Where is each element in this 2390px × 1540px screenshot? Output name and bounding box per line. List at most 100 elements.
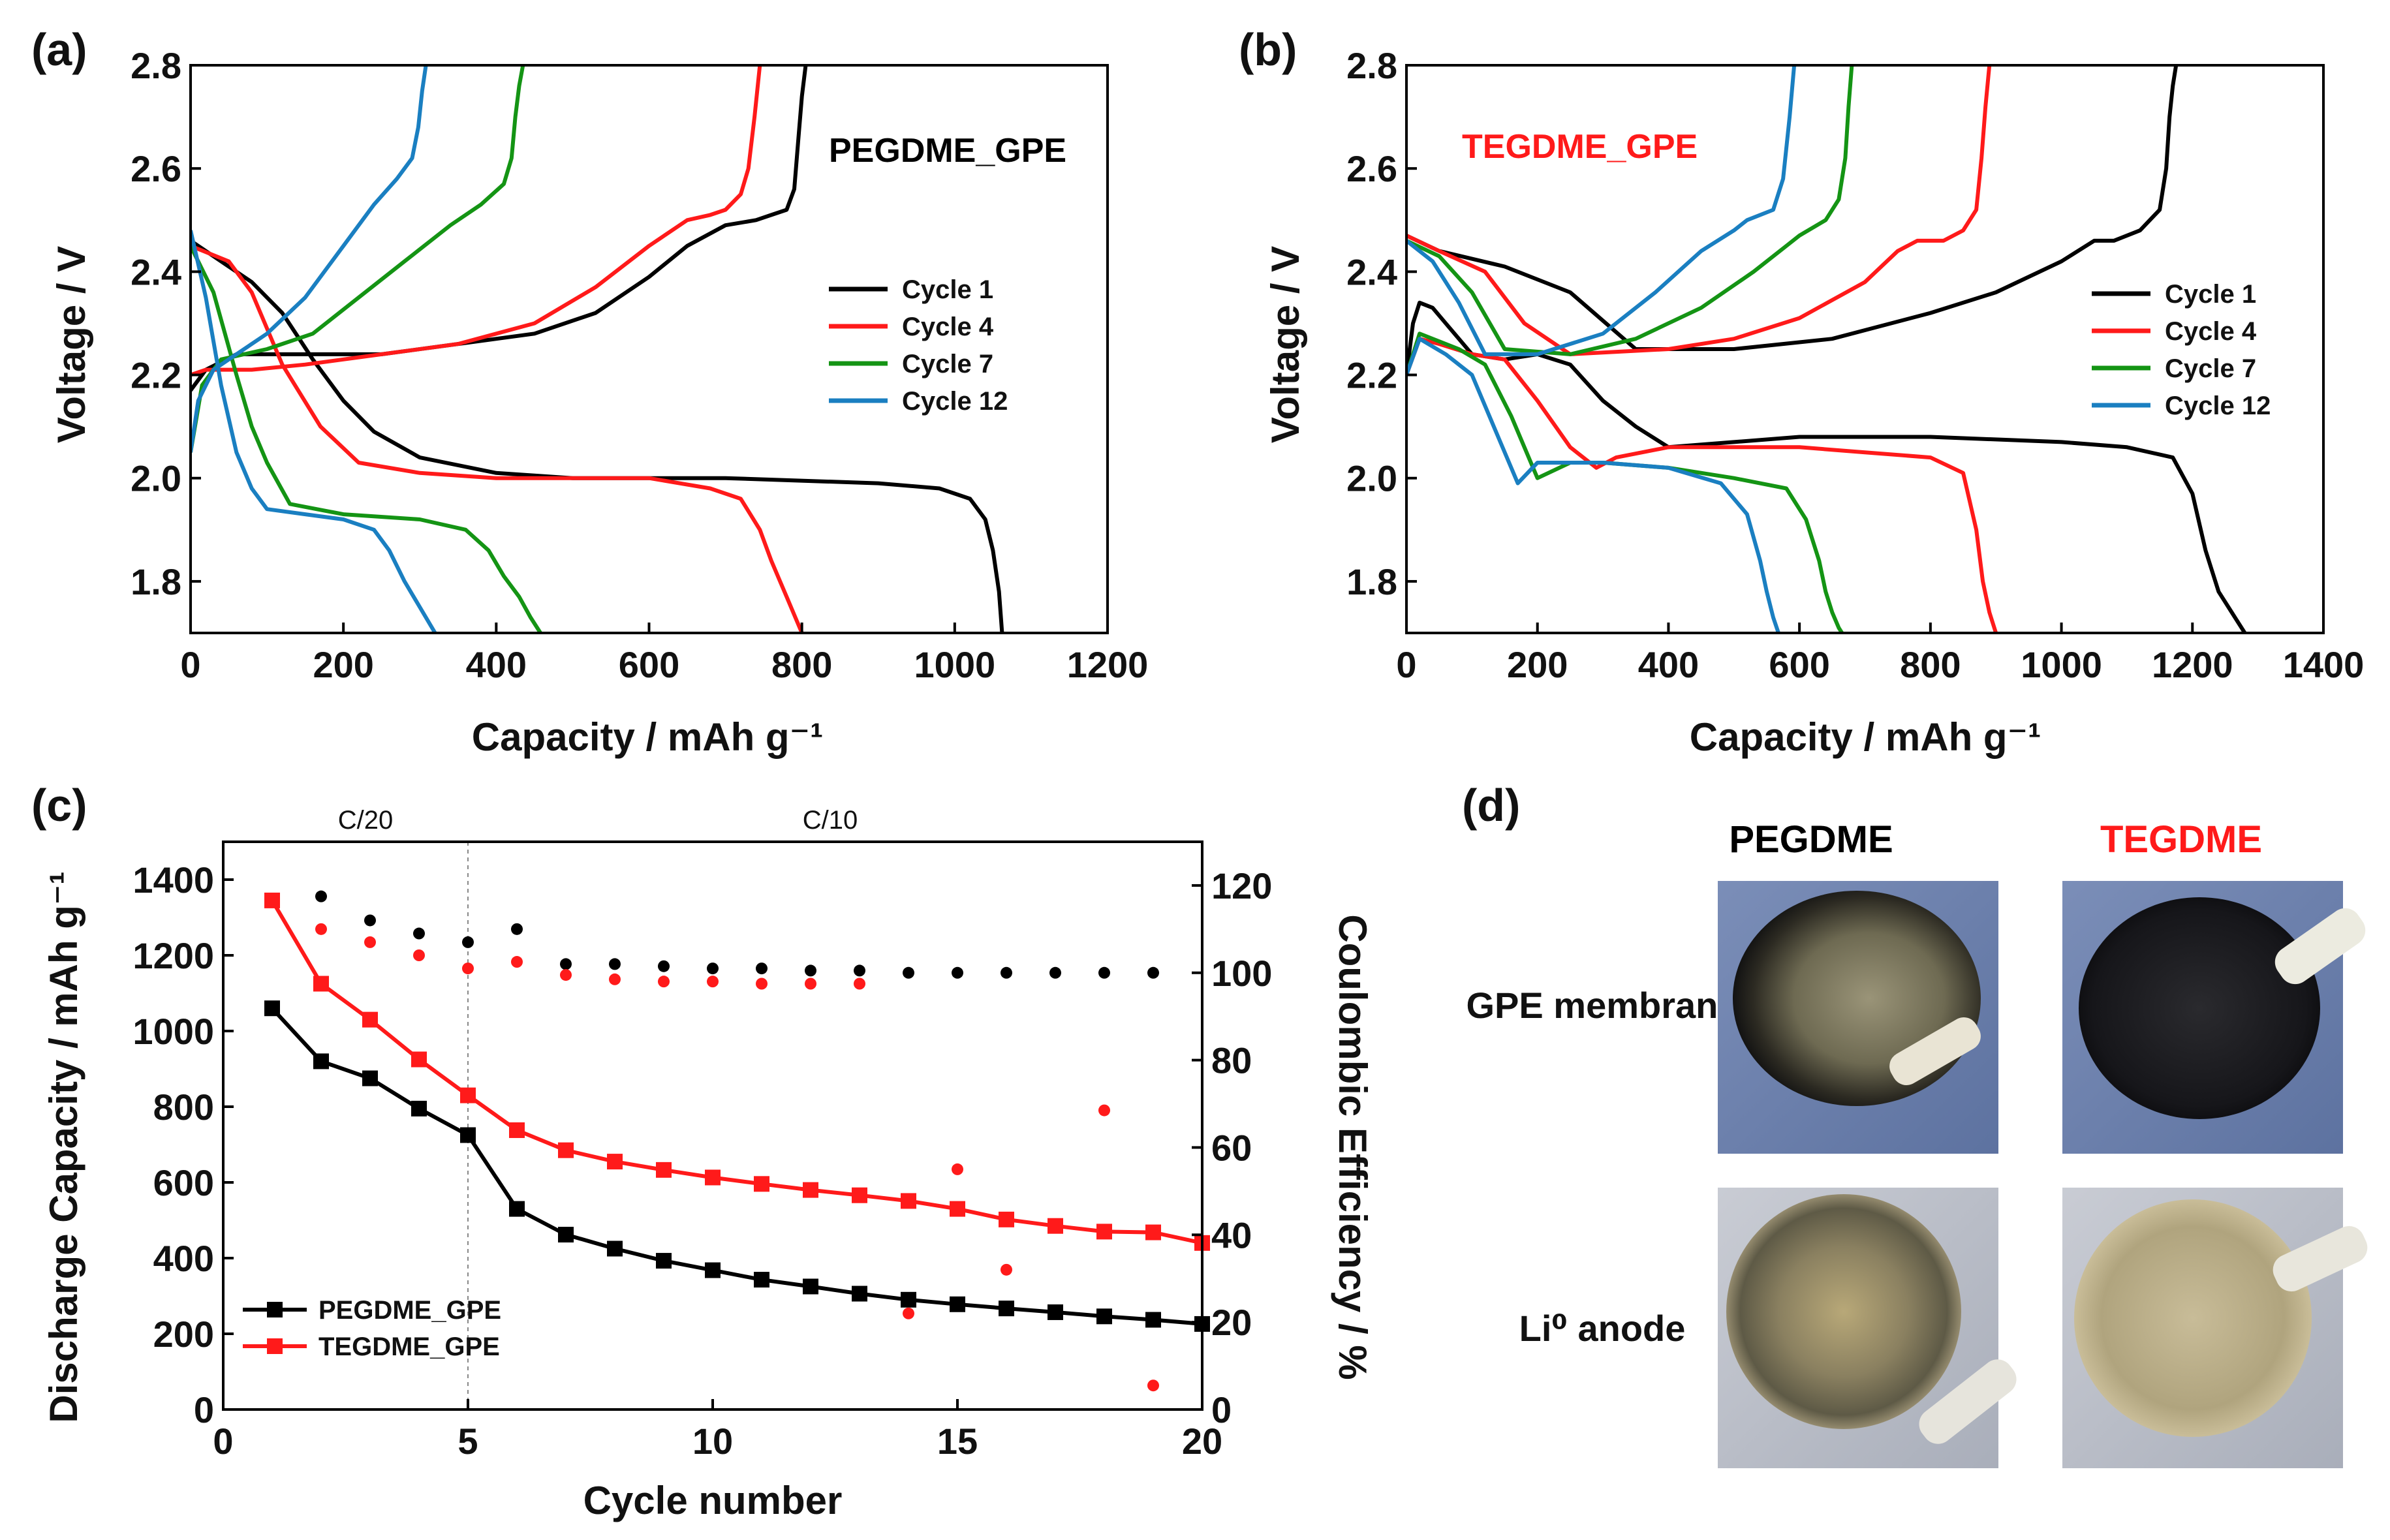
panel-b-ylabel: Voltage / V (1264, 246, 1307, 443)
capacity-point (999, 1301, 1014, 1317)
legend-label: Cycle 1 (2165, 280, 2256, 309)
rate-label-c20: C/20 (338, 806, 394, 835)
ce-point (903, 966, 914, 979)
capacity-point (852, 1187, 867, 1203)
x-tick-label: 1200 (1067, 644, 1149, 685)
y-tick-label: 1200 (132, 935, 214, 976)
panel-b-annotation: TEGDME_GPE (1462, 128, 1698, 166)
y-right-tick-label: 100 (1211, 953, 1272, 994)
panel-label-b: (b) (1239, 24, 1297, 75)
ce-point (854, 964, 865, 977)
col-header-tegdme: TEGDME (2100, 818, 2262, 861)
capacity-point (1096, 1308, 1112, 1325)
y-right-tick-label: 120 (1211, 865, 1272, 906)
panel-a-legend: Cycle 1 Cycle 4 Cycle 7 Cycle 12 (829, 275, 1008, 416)
panel-label-a: (a) (31, 24, 87, 75)
ce-point (609, 958, 621, 970)
ce-point (511, 923, 523, 935)
series-line-tegdme_gpe (270, 899, 1203, 1245)
y-tick-label: 2.4 (1346, 251, 1397, 292)
y-tick-label: 400 (153, 1238, 214, 1279)
row-label-gpe-membrane: GPE membrane (1466, 985, 1738, 1026)
ce-point (462, 936, 474, 948)
capacity-point (362, 1070, 378, 1086)
legend-label: Cycle 12 (2165, 392, 2271, 420)
ce-point (1098, 1104, 1110, 1116)
ce-point (609, 973, 621, 985)
legend-marker (267, 1338, 283, 1354)
panel-label-c: (c) (31, 780, 87, 831)
ce-point (413, 927, 425, 940)
capacity-point (460, 1127, 476, 1143)
ce-point (1147, 1379, 1159, 1392)
y-tick-label: 1000 (132, 1011, 214, 1052)
col-header-pegdme: PEGDME (1729, 818, 1893, 861)
ce-point (462, 962, 474, 975)
panel-c-legend: PEGDME_GPE TEGDME_GPE (243, 1296, 501, 1361)
legend-marker (267, 1302, 283, 1317)
photo-pegdme-li-anode (1718, 1188, 2017, 1468)
y-tick-label: 2.8 (1346, 45, 1397, 86)
y-right-tick-label: 80 (1211, 1040, 1252, 1081)
x-tick-label: 10 (692, 1421, 733, 1462)
series-line-cycle-12-charge (1406, 65, 1797, 356)
legend-label: PEGDME_GPE (318, 1296, 501, 1325)
capacity-point (656, 1162, 672, 1178)
photo-pegdme-gpe-membrane (1718, 881, 1998, 1154)
x-tick-label: 1200 (2152, 644, 2233, 685)
panel-a-plot: 0 200 400 600 800 1000 1200 1.8 2.0 2.2 2.4 2.6 2.8 (131, 45, 1148, 685)
panel-c-xlabel: Cycle number (583, 1479, 843, 1522)
ce-point (364, 914, 376, 927)
y-tick-label: 2.6 (1346, 148, 1397, 189)
capacity-point (705, 1262, 721, 1278)
row-label-li-anode: Li⁰ anode (1519, 1308, 1686, 1349)
rate-label-c10: C/10 (803, 806, 858, 835)
x-tick-label: 1400 (2283, 644, 2365, 685)
capacity-point (950, 1296, 965, 1312)
ce-point (903, 1307, 914, 1319)
panel-c: (c) 0 5 10 15 200200400600800100012001400020… (31, 780, 1374, 1522)
ce-point (756, 978, 768, 990)
x-tick-label: 0 (180, 644, 200, 685)
y-tick-label: 2.2 (1346, 355, 1397, 396)
ce-point (315, 890, 327, 902)
x-tick-label: 800 (1900, 644, 1961, 685)
capacity-point (999, 1211, 1014, 1227)
capacity-point (803, 1278, 818, 1295)
panel-b: (b) 0 200 400 600 800 1000 1200 1400 1.8 2.0 2.2 2.… (1239, 24, 2364, 759)
series-line-cycle-7-discharge (191, 245, 542, 633)
capacity-point (558, 1142, 574, 1158)
ce-point (805, 978, 816, 990)
legend-label: Cycle 1 (902, 275, 993, 304)
x-tick-label: 600 (619, 644, 679, 685)
capacity-point (558, 1227, 574, 1243)
capacity-point (1145, 1312, 1161, 1328)
ce-point (952, 966, 963, 979)
y-tick-label: 2.0 (131, 458, 181, 499)
panel-a-xlabel: Capacity / mAh g⁻¹ (472, 715, 823, 759)
y-tick-label: 0 (194, 1389, 214, 1430)
x-tick-label: 600 (1769, 644, 1829, 685)
y-tick-label: 2.2 (131, 355, 181, 396)
ce-point (707, 962, 719, 975)
series-line-cycle-1-charge (191, 65, 808, 392)
series-line-cycle-12-charge (191, 65, 428, 453)
legend-label: Cycle 4 (2165, 317, 2257, 346)
ce-point (511, 956, 523, 968)
ce-point (413, 949, 425, 961)
photo-tegdme-gpe-membrane (2062, 881, 2366, 1154)
ce-point (315, 923, 327, 935)
capacity-point (803, 1182, 818, 1198)
photo-tegdme-li-anode (2062, 1188, 2368, 1468)
capacity-point (1096, 1224, 1112, 1240)
x-tick-label: 0 (1396, 644, 1416, 685)
ce-point (854, 978, 865, 990)
y-right-tick-label: 40 (1211, 1214, 1252, 1255)
panel-b-plot: 0 200 400 600 800 1000 1200 1400 1.8 2.0 2.2 2.4 2.6… (1346, 45, 2364, 685)
ce-point (805, 964, 816, 977)
panel-c-ylabel-right: Coulombic Efficiency / % (1331, 914, 1374, 1379)
ce-point (1098, 966, 1110, 979)
capacity-point (264, 1000, 280, 1017)
capacity-point (656, 1253, 672, 1269)
series-line-cycle-12-discharge (191, 230, 437, 633)
